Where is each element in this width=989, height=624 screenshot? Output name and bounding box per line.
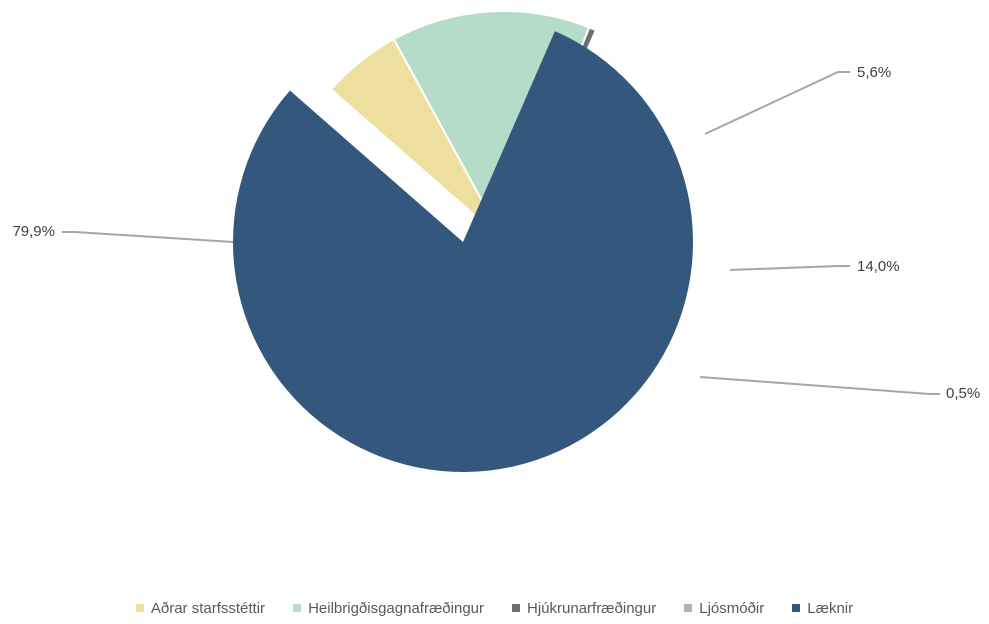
legend-swatch-icon <box>512 604 520 612</box>
data-label-2: 14,0% <box>857 258 900 275</box>
leader-line-3 <box>699 376 940 395</box>
legend-swatch-icon <box>684 604 693 612</box>
data-labels: 5,6% 14,0% 0,5% 79,9% <box>12 64 980 402</box>
pie-slice-5 <box>232 31 693 472</box>
legend: Aðrar starfsstéttir Heilbrigðisgagnafræði… <box>0 596 989 620</box>
legend-label: Aðrar starfsstéttir <box>150 599 266 617</box>
legend-label: Ljósmóðir <box>699 599 765 617</box>
data-label-3: 0,5% <box>946 385 980 402</box>
legend-swatch-icon <box>135 604 144 612</box>
legend-item-4: Ljósmóðir <box>684 600 764 617</box>
legend-item-3: Hjúkrunarfræðingur <box>512 600 656 617</box>
leader-lines <box>62 71 940 395</box>
legend-swatch-icon <box>293 604 302 612</box>
legend-item-5: Læknir <box>792 600 853 617</box>
leader-line-2 <box>729 265 850 271</box>
data-label-1: 5,6% <box>857 64 891 81</box>
leader-line-1 <box>704 71 850 135</box>
legend-item-1: Aðrar starfsstéttir <box>135 599 266 617</box>
legend-label: Læknir <box>807 599 854 617</box>
pie-chart: 5,6% 14,0% 0,5% 79,9% <box>12 10 980 472</box>
legend-label: Heilbrigðisgagnafræðingur <box>308 599 484 617</box>
leader-line-5 <box>62 231 234 243</box>
legend-label: Hjúkrunarfræðingur <box>527 599 657 617</box>
data-label-5: 79,9% <box>12 223 55 240</box>
legend-swatch-icon <box>792 604 801 612</box>
legend-item-2: Heilbrigðisgagnafræðingur <box>293 600 484 617</box>
pie-slices <box>232 10 693 472</box>
